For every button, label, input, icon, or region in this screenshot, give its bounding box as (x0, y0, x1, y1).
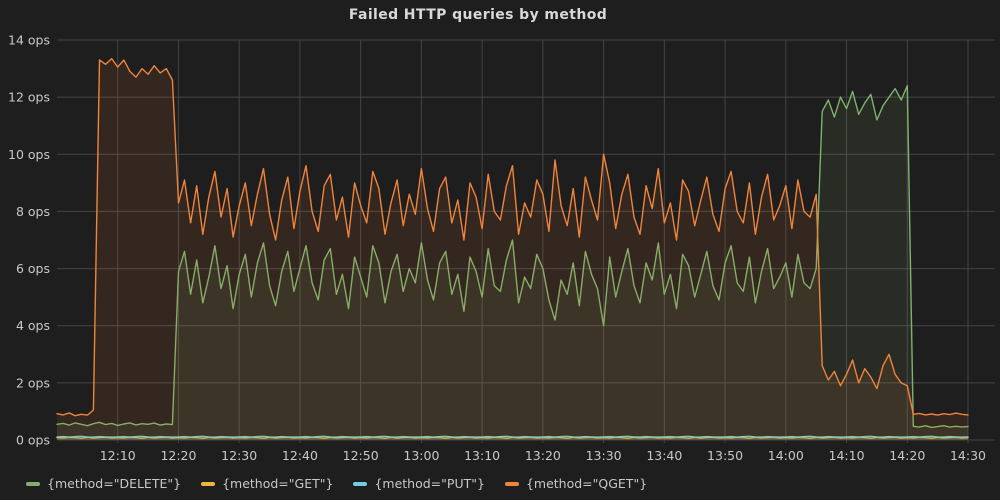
y-axis-tick-label: 8 ops (16, 204, 50, 219)
x-axis-tick-label: 14:20 (889, 448, 925, 463)
legend-color-dash (504, 481, 519, 486)
legend-label: {method="PUT"} (374, 476, 485, 491)
x-axis-tick-label: 12:50 (343, 448, 379, 463)
y-axis-tick-label: 12 ops (8, 90, 50, 105)
legend: {method="DELETE"} {method="GET"} {method="… (26, 476, 647, 491)
legend-item-get[interactable]: {method="GET"} (201, 476, 333, 491)
x-axis-tick-label: 13:30 (586, 448, 622, 463)
x-axis-tick-label: 13:10 (464, 448, 500, 463)
x-axis-tick-label: 12:30 (221, 448, 257, 463)
x-axis-tick-label: 13:40 (646, 448, 682, 463)
legend-label: {method="GET"} (222, 476, 334, 491)
series-line-put (56, 435, 969, 438)
y-axis-tick-label: 10 ops (8, 147, 50, 162)
series-fill-qget (57, 58, 968, 440)
y-axis-tick-label: 14 ops (8, 33, 50, 48)
legend-item-qget[interactable]: {method="QGET"} (504, 476, 648, 491)
chart-title: Failed HTTP queries by method (348, 7, 608, 23)
series-fill-delete (57, 85, 968, 440)
x-axis-tick-label: 13:00 (403, 448, 439, 463)
legend-color-dash (26, 481, 40, 486)
y-axis-tick-label: 6 ops (16, 261, 50, 276)
legend-label: {method="DELETE"} (47, 476, 182, 491)
x-axis-tick-label: 13:50 (707, 448, 743, 463)
x-axis-tick-label: 12:10 (100, 448, 136, 463)
series-line-qget (56, 57, 969, 417)
x-axis-tick-label: 12:20 (160, 448, 196, 463)
legend-color-dash (201, 481, 216, 486)
x-axis-tick-label: 12:40 (282, 448, 318, 463)
x-axis-tick-label: 14:30 (950, 448, 986, 463)
legend-item-put[interactable]: {method="PUT"} (353, 476, 485, 491)
legend-label: {method="QGET"} (525, 476, 648, 491)
x-axis-tick-label: 14:00 (768, 448, 804, 463)
y-axis-tick-label: 4 ops (16, 318, 50, 333)
legend-item-delete[interactable]: {method="DELETE"} (26, 476, 181, 491)
series-line-delete (56, 85, 969, 429)
x-axis-tick-label: 14:10 (829, 448, 865, 463)
x-axis-tick-label: 13:20 (525, 448, 561, 463)
y-axis-tick-label: 0 ops (16, 433, 50, 448)
legend-color-dash (353, 481, 368, 486)
y-axis-tick-label: 2 ops (16, 375, 50, 390)
